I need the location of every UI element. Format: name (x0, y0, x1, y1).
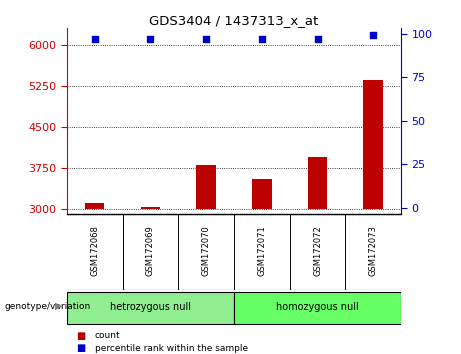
Point (202, 36, 210, 42)
Bar (196, 165, 216, 209)
Point (147, 36, 154, 42)
Text: homozygous null: homozygous null (276, 302, 359, 312)
Bar (308, 157, 327, 209)
Text: genotype/variation: genotype/variation (5, 302, 91, 311)
Text: ■: ■ (76, 331, 85, 341)
Text: percentile rank within the sample: percentile rank within the sample (95, 344, 248, 353)
Text: hetrozygous null: hetrozygous null (110, 302, 191, 312)
Point (370, 33, 377, 38)
Point (258, 36, 266, 42)
Title: GDS3404 / 1437313_x_at: GDS3404 / 1437313_x_at (149, 14, 319, 27)
Bar (252, 179, 272, 209)
Bar (234, 292, 401, 324)
Bar (67, 292, 234, 324)
Text: GSM172069: GSM172069 (146, 225, 155, 276)
Point (314, 36, 321, 42)
Text: GSM172068: GSM172068 (90, 225, 99, 276)
Bar (141, 207, 160, 209)
Bar (85, 203, 105, 209)
Text: GSM172073: GSM172073 (369, 225, 378, 276)
Text: GSM172071: GSM172071 (257, 225, 266, 276)
Point (91, 36, 98, 42)
Text: GSM172070: GSM172070 (201, 225, 211, 276)
Bar (363, 80, 383, 209)
Text: count: count (95, 331, 120, 340)
Text: ■: ■ (76, 343, 85, 353)
Text: ▶: ▶ (55, 301, 62, 311)
Text: GSM172072: GSM172072 (313, 225, 322, 276)
